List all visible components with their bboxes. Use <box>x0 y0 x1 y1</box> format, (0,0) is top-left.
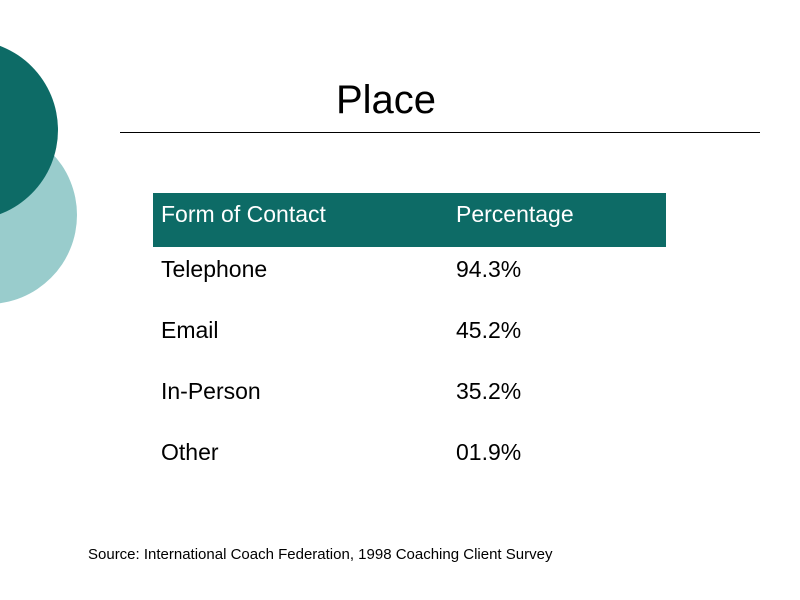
header-cell: Form of Contact <box>161 201 326 227</box>
slide-title: Place <box>335 78 437 122</box>
table-cell: Telephone <box>161 256 268 282</box>
table-cell: Email <box>161 317 219 343</box>
table-cell: 45.2% <box>456 317 522 343</box>
table-cell: 94.3% <box>456 256 522 282</box>
table-cell: 35.2% <box>456 378 522 404</box>
table-header <box>153 193 666 247</box>
title-rule <box>120 132 760 133</box>
dark-circle <box>0 45 58 215</box>
decoration <box>0 45 77 304</box>
source-note: Source: International Coach Federation, … <box>88 546 553 563</box>
header-cell: Percentage <box>456 201 574 227</box>
table-cell: 01.9% <box>456 439 522 465</box>
table-cell: In-Person <box>161 378 261 404</box>
table-cell: Other <box>161 439 219 465</box>
